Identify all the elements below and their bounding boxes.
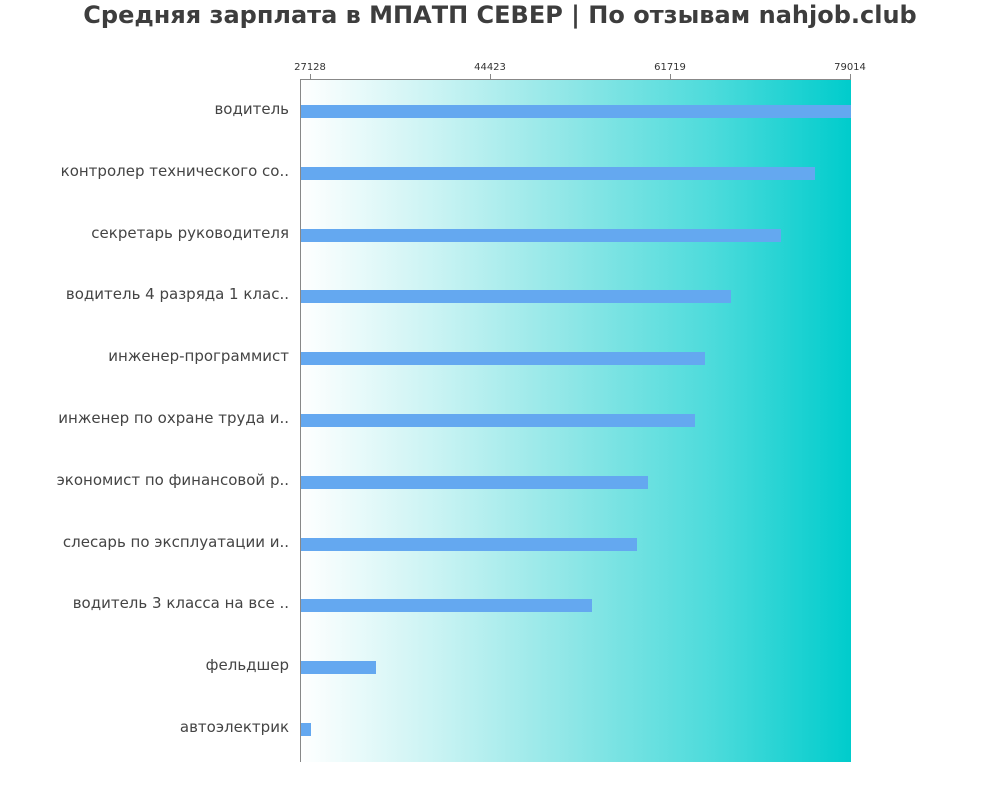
x-axis-line [300,79,851,80]
salary-bar [301,105,851,118]
salary-bar [301,723,312,736]
salary-bar [301,661,377,675]
x-tick [310,74,311,80]
category-label: инженер по охране труда и.. [58,409,289,427]
category-label: слесарь по эксплуатации и.. [62,532,289,551]
salary-bar [301,475,648,489]
salary-bar [301,166,815,180]
category-label: водитель 4 разряда 1 клас.. [65,285,289,304]
category-label: экономист по финансовой р.. [56,470,289,489]
category-label: водитель [214,100,289,118]
salary-bar [301,599,592,613]
x-tick-label: 27128 [294,62,326,73]
salary-bar [301,537,637,551]
category-label: инженер-программист [108,347,289,366]
x-tick-label: 79014 [834,62,866,73]
salary-bar [301,414,695,427]
category-label: автоэлектрик [179,718,289,736]
salary-bar [301,290,731,304]
category-label: секретарь руководителя [91,223,289,242]
x-tick [850,74,851,80]
x-tick-label: 61719 [654,62,686,73]
y-axis-line [300,80,301,762]
salary-bar [301,352,705,366]
category-label: фельдшер [205,656,289,675]
salary-bar [301,228,781,242]
x-tick [490,74,491,80]
chart-title: Средняя зарплата в МПАТП СЕВЕР | По отзы… [83,1,917,29]
x-tick-label: 44423 [474,62,506,73]
category-label: контролер технического со.. [60,161,289,180]
x-tick [670,74,671,80]
category-label: водитель 3 класса на все .. [72,594,289,613]
